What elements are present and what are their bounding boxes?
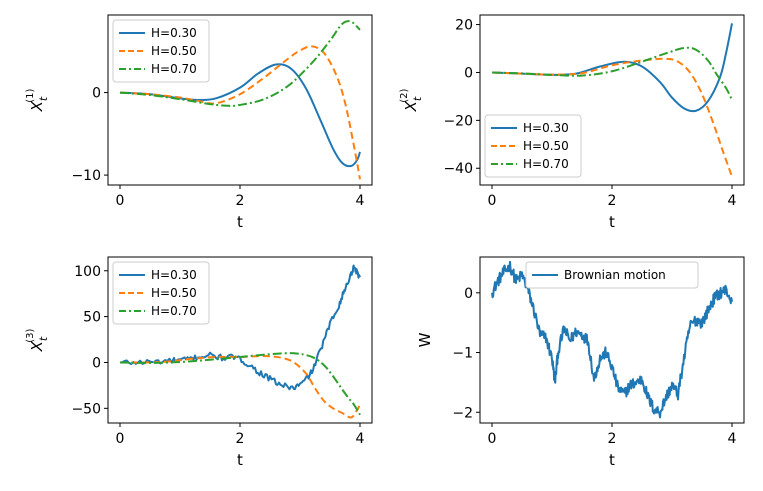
legend-label: H=0.30: [523, 121, 569, 135]
legend: H=0.30 H=0.50 H=0.70: [112, 19, 210, 83]
subplot-x1: 0 2 4 −10 0 t Xt(1) H=0.30 H=0.50 H=0.70: [25, 14, 373, 231]
y-tick-label: 100: [74, 264, 101, 280]
y-axis-label: Xt(2): [399, 89, 424, 113]
y-axis-label: W: [416, 332, 434, 347]
series-line-h-0-30: [491, 23, 733, 113]
x-tick-label: 4: [728, 193, 737, 209]
legend-label: H=0.70: [151, 304, 197, 318]
legend: H=0.30 H=0.50 H=0.70: [484, 114, 582, 178]
x-tick-label: 2: [236, 193, 245, 209]
y-tick-label: −50: [71, 401, 101, 417]
x-tick-label: 0: [488, 431, 497, 447]
series-line-h-0-30: [119, 264, 361, 391]
x-tick-label: 0: [488, 193, 497, 209]
series-line-h-0-70: [119, 352, 361, 416]
legend-box: [484, 114, 582, 178]
x-tick-label: 2: [236, 431, 245, 447]
y-tick-label: −1: [452, 346, 473, 362]
x-axis-label: t: [609, 451, 615, 469]
y-axis-label: Xt(3): [25, 329, 50, 353]
series-group: [119, 264, 361, 419]
subplot-x3: 0 2 4 −50 0 50 100 t Xt(3) H=0.30 H=0.50 H=0.70: [25, 256, 373, 469]
subplot-w: 0 2 4 −2 −1 0 t W Brownian motion: [416, 256, 745, 469]
legend-label: H=0.70: [523, 157, 569, 171]
y-tick-label: 0: [464, 65, 473, 81]
y-tick-label: −40: [443, 161, 473, 177]
y-tick-label: −10: [71, 168, 101, 184]
series-line-h-0-50: [491, 57, 733, 177]
y-tick-label: −20: [443, 113, 473, 129]
legend: Brownian motion: [525, 261, 699, 289]
y-tick-label: 0: [464, 286, 473, 302]
legend-box: [112, 19, 210, 83]
legend-label: H=0.50: [151, 44, 197, 58]
y-axis-label: Xt(1): [25, 89, 50, 113]
x-tick-label: 2: [608, 431, 617, 447]
legend-label: H=0.30: [151, 268, 197, 282]
subplot-x2: 0 2 4 −40 −20 0 20 t Xt(2) H=0.30 H=0.50 H=0.70: [399, 14, 745, 231]
series-line-h-0-70: [119, 20, 361, 107]
y-tick-label: −2: [452, 405, 473, 421]
x-tick-label: 0: [116, 431, 125, 447]
legend-label: H=0.70: [151, 62, 197, 76]
y-tick-label: 50: [83, 310, 101, 326]
legend: H=0.30 H=0.50 H=0.70: [112, 261, 210, 325]
x-tick-label: 2: [608, 193, 617, 209]
legend-box: [112, 261, 210, 325]
series-group: [491, 260, 733, 419]
series-group: [119, 20, 361, 180]
x-axis-label: t: [237, 213, 243, 231]
y-tick-label: 20: [455, 18, 473, 34]
x-tick-label: 4: [728, 431, 737, 447]
series-line-h-0-70: [491, 46, 733, 101]
x-tick-label: 0: [116, 193, 125, 209]
series-group: [491, 23, 733, 177]
y-tick-label: 0: [92, 355, 101, 371]
legend-box: [525, 261, 699, 289]
series-line-brownian-motion: [491, 260, 733, 419]
y-tick-label: 0: [92, 86, 101, 102]
legend-label: H=0.30: [151, 26, 197, 40]
x-axis-label: t: [237, 451, 243, 469]
x-tick-label: 4: [356, 193, 365, 209]
x-tick-label: 4: [356, 431, 365, 447]
legend-label: H=0.50: [523, 139, 569, 153]
legend-label: Brownian motion: [564, 268, 666, 282]
legend-label: H=0.50: [151, 286, 197, 300]
series-line-h-0-50: [119, 45, 361, 180]
x-axis-label: t: [609, 213, 615, 231]
